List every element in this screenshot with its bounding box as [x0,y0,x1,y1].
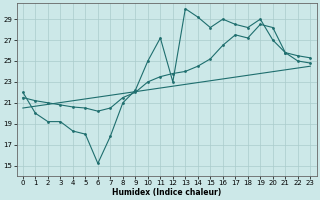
X-axis label: Humidex (Indice chaleur): Humidex (Indice chaleur) [112,188,221,197]
